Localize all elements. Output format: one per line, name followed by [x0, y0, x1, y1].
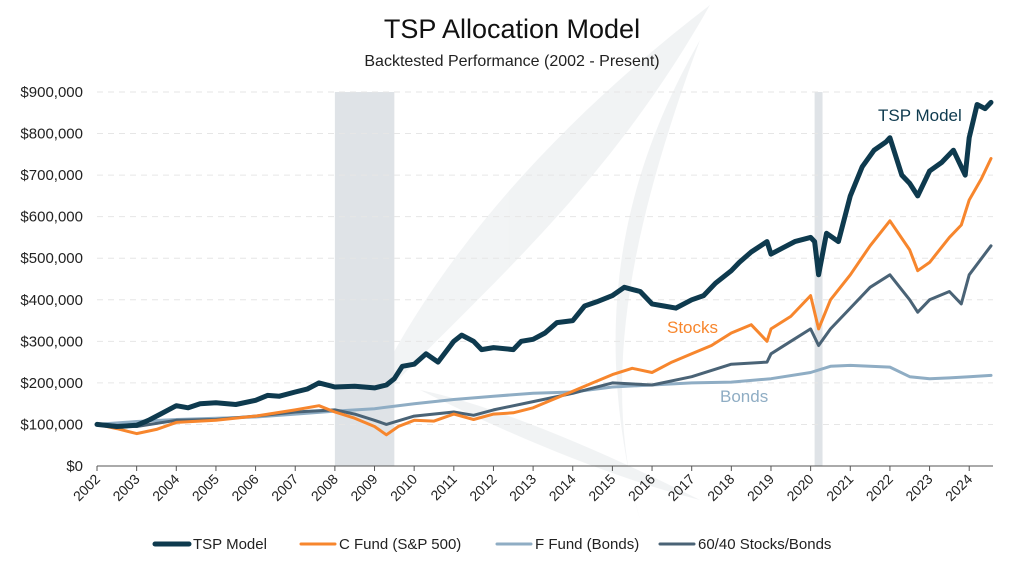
- y-tick-label: $600,000: [20, 209, 83, 226]
- x-tick-label: 2003: [109, 471, 142, 504]
- legend-label: C Fund (S&P 500): [339, 536, 461, 553]
- series-label-tsp: TSP Model: [878, 106, 962, 125]
- x-tick-label: 2005: [189, 471, 222, 504]
- x-tick-label: 2007: [268, 471, 301, 504]
- x-tick-label: 2012: [466, 471, 499, 504]
- x-tick-label: 2010: [387, 471, 420, 504]
- x-tick-label: 2006: [228, 471, 261, 504]
- y-tick-label: $500,000: [20, 250, 83, 267]
- y-tick-label: $700,000: [20, 167, 83, 184]
- legend-item: TSP Model: [152, 536, 267, 553]
- x-tick-label: 2017: [664, 471, 697, 504]
- series-line-f-fund-bonds-: [95, 363, 993, 426]
- x-tick-label: 2009: [347, 471, 380, 504]
- x-tick-label: 2013: [506, 471, 539, 504]
- legend-label: F Fund (Bonds): [535, 536, 639, 553]
- x-tick-label: 2011: [427, 471, 460, 504]
- x-tick-label: 2015: [585, 471, 618, 504]
- chart-subtitle: Backtested Performance (2002 - Present): [364, 53, 659, 70]
- legend-label: 60/40 Stocks/Bonds: [698, 536, 831, 553]
- gridlines: [97, 91, 993, 425]
- y-tick-label: $0: [66, 458, 83, 475]
- watermark-logo: [360, 5, 710, 520]
- legend-label: TSP Model: [193, 536, 267, 553]
- x-axis-ticks: 2002 2003 2004 2005 2006 2007 2008 2009 2010 2011…: [70, 466, 975, 504]
- legend-item: 60/40 Stocks/Bonds: [658, 536, 831, 553]
- x-tick-label: 2018: [704, 471, 737, 504]
- x-tick-label: 2014: [546, 471, 579, 504]
- x-tick-label: 2023: [902, 471, 935, 504]
- x-tick-label: 2020: [783, 471, 816, 504]
- x-tick-label: 2022: [863, 471, 896, 504]
- shaded-period-0: [334, 92, 395, 466]
- y-tick-label: $300,000: [20, 333, 83, 350]
- x-tick-label: 2019: [744, 471, 777, 504]
- legend-item: C Fund (S&P 500): [299, 536, 461, 553]
- chart-title: TSP Allocation Model: [384, 14, 640, 44]
- y-axis-ticks: $0 $100,000 $200,000 $300,000 $400,000 $500,0…: [20, 84, 83, 475]
- y-tick-label: $400,000: [20, 292, 83, 309]
- legend: TSP Model C Fund (S&P 500) F Fund (Bonds) 6…: [152, 536, 831, 553]
- x-tick-label: 2004: [149, 471, 182, 504]
- legend-item: F Fund (Bonds): [495, 536, 639, 553]
- series-label-bonds: Bonds: [720, 387, 768, 406]
- series-lines: [94, 99, 994, 437]
- series-line-tsp-model: [94, 99, 994, 429]
- y-tick-label: $100,000: [20, 416, 83, 433]
- shaded-period-1: [814, 92, 823, 466]
- x-tick-label: 2021: [823, 471, 856, 504]
- series-line-c-fund-s-p-500-: [95, 157, 993, 437]
- y-tick-label: $800,000: [20, 126, 83, 143]
- y-tick-label: $900,000: [20, 84, 83, 101]
- shaded-periods: [334, 92, 823, 466]
- y-tick-label: $200,000: [20, 375, 83, 392]
- x-tick-label: 2002: [70, 471, 103, 504]
- series-label-stocks: Stocks: [667, 318, 718, 337]
- x-tick-label: 2008: [308, 471, 341, 504]
- x-tick-label: 2024: [942, 471, 975, 504]
